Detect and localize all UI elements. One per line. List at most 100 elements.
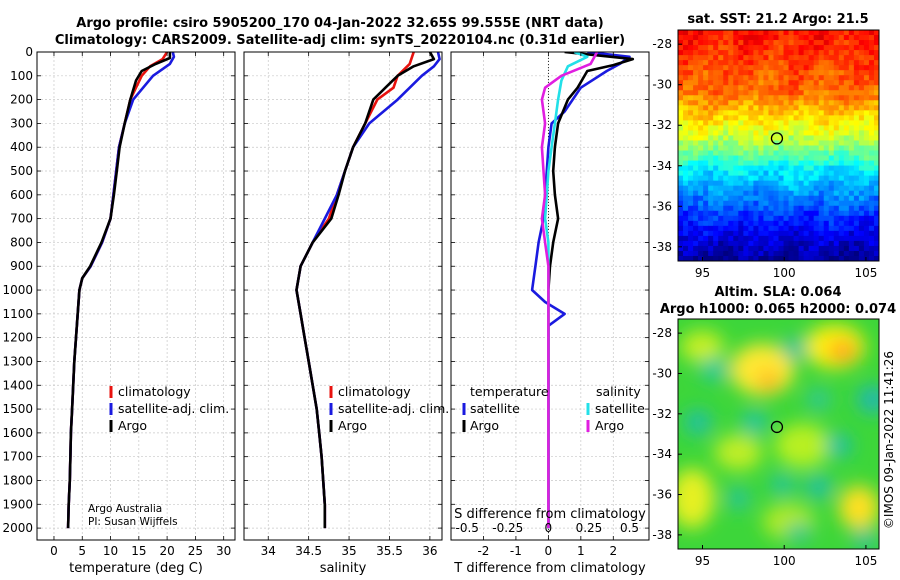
sst-cell bbox=[723, 195, 729, 202]
sst-cell bbox=[688, 120, 694, 127]
sst-cell bbox=[803, 175, 810, 182]
sst-cell bbox=[788, 70, 795, 76]
sst-cell bbox=[853, 200, 860, 207]
sst-cell bbox=[728, 135, 734, 142]
sst-cell bbox=[818, 35, 825, 41]
sst-cell bbox=[698, 90, 704, 96]
sst-cell bbox=[833, 115, 840, 121]
sst-cell bbox=[843, 180, 850, 187]
sst-cell bbox=[798, 220, 805, 227]
sst-cell bbox=[788, 170, 795, 177]
sst-cell bbox=[858, 250, 865, 257]
sst-cell bbox=[768, 235, 775, 242]
sst-cell bbox=[733, 30, 739, 36]
sst-cell bbox=[748, 45, 754, 51]
sst-cell bbox=[793, 245, 800, 252]
sst-cell bbox=[723, 135, 729, 142]
sst-cell bbox=[848, 150, 855, 157]
sst-cell bbox=[753, 70, 760, 76]
sst-cell bbox=[693, 170, 699, 177]
sst-cell bbox=[698, 225, 704, 232]
sst-cell bbox=[738, 205, 744, 212]
sst-cell bbox=[728, 105, 734, 111]
sst-cell bbox=[873, 30, 879, 36]
sst-cell bbox=[743, 190, 749, 197]
sst-cell bbox=[723, 125, 729, 132]
sst-cell bbox=[773, 135, 780, 142]
sst-cell bbox=[703, 45, 709, 51]
sst-cell bbox=[783, 200, 790, 207]
sst-cell bbox=[818, 45, 825, 51]
series-line-argo bbox=[66, 52, 172, 529]
sst-cell bbox=[733, 35, 739, 41]
sst-cell bbox=[743, 100, 749, 106]
sst-cell bbox=[678, 55, 684, 61]
difference-panel: -2 -1 0 1 2T difference from climatology-0.5… bbox=[450, 51, 650, 576]
sst-cell bbox=[768, 105, 775, 111]
sst-cell bbox=[863, 170, 870, 177]
sst-cell bbox=[743, 245, 749, 252]
sst-cell bbox=[858, 115, 865, 121]
sst-cell bbox=[758, 105, 765, 111]
sst-cell bbox=[703, 120, 709, 127]
sst-cell bbox=[698, 130, 704, 137]
sst-cell bbox=[758, 205, 765, 212]
sst-cell bbox=[708, 175, 714, 182]
sst-cell bbox=[863, 65, 870, 71]
sst-cell bbox=[693, 140, 699, 147]
sst-cell bbox=[873, 75, 879, 81]
x-tick-label: 36 bbox=[422, 544, 437, 558]
sst-cell bbox=[873, 65, 879, 71]
sst-cell bbox=[803, 45, 810, 51]
sst-cell bbox=[708, 235, 714, 242]
sst-cell bbox=[718, 135, 724, 142]
sst-cell bbox=[768, 50, 775, 56]
sst-cell bbox=[703, 255, 709, 261]
sst-cell bbox=[728, 175, 734, 182]
sst-cell bbox=[748, 100, 754, 106]
sst-cell bbox=[838, 30, 845, 36]
sst-cell bbox=[758, 245, 765, 252]
sst-cell bbox=[713, 75, 719, 81]
sst-cell bbox=[753, 250, 760, 257]
sst-cell bbox=[783, 90, 790, 96]
sst-cell bbox=[728, 160, 734, 167]
sst-cell bbox=[773, 175, 780, 182]
sst-cell bbox=[863, 225, 870, 232]
sst-cell bbox=[738, 45, 744, 51]
sst-cell bbox=[798, 215, 805, 222]
sst-cell bbox=[828, 195, 835, 202]
sst-cell bbox=[698, 180, 704, 187]
sst-cell bbox=[788, 110, 795, 116]
sst-cell bbox=[708, 45, 714, 51]
sst-cell bbox=[848, 40, 855, 46]
sst-cell bbox=[788, 250, 795, 257]
sst-cell bbox=[703, 110, 709, 116]
sst-cell bbox=[683, 35, 689, 41]
sst-cell bbox=[773, 70, 780, 76]
sst-cell bbox=[838, 240, 845, 247]
sst-cell bbox=[833, 210, 840, 217]
sst-cell bbox=[868, 155, 875, 162]
sst-cell bbox=[843, 70, 850, 76]
sst-cell bbox=[798, 250, 805, 257]
sst-cell bbox=[768, 85, 775, 91]
sst-cell bbox=[778, 250, 785, 257]
sst-cell bbox=[868, 75, 875, 81]
sst-cell bbox=[863, 30, 870, 36]
map-y-tick-label: -36 bbox=[652, 199, 672, 213]
sst-cell bbox=[688, 190, 694, 197]
sst-cell bbox=[773, 220, 780, 227]
sst-cell bbox=[758, 160, 765, 167]
sst-cell bbox=[718, 30, 724, 36]
sst-cell bbox=[798, 105, 805, 111]
sst-cell bbox=[693, 245, 699, 252]
sst-cell bbox=[853, 130, 860, 137]
sst-cell bbox=[788, 195, 795, 202]
sla-blobs bbox=[678, 324, 879, 549]
sst-cell bbox=[868, 90, 875, 96]
sst-cell bbox=[748, 50, 754, 56]
map-y-tick-label: -30 bbox=[652, 366, 672, 380]
sst-cell bbox=[768, 220, 775, 227]
sst-cell bbox=[818, 235, 825, 242]
